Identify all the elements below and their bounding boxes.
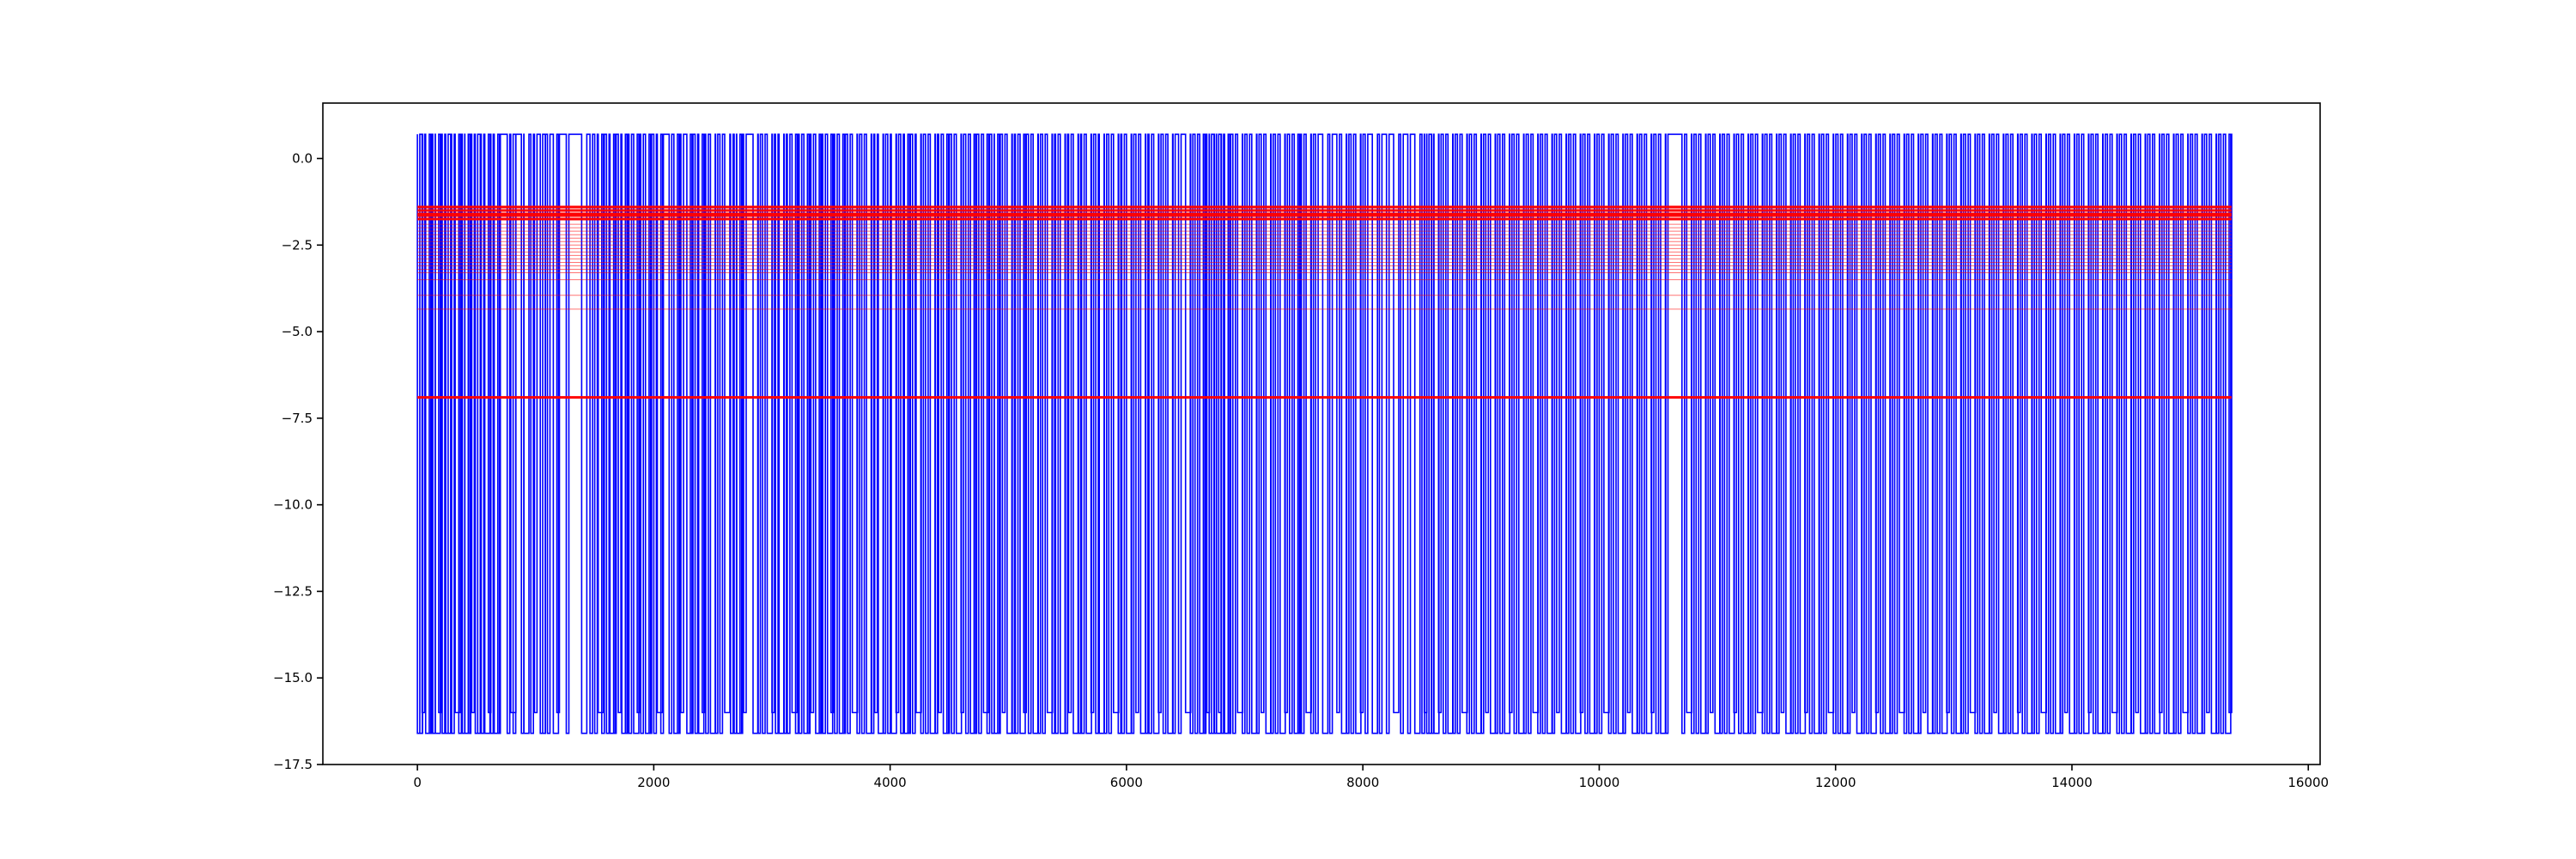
y-tick-label: −12.5 (273, 583, 313, 599)
y-tick-label: −17.5 (273, 757, 313, 772)
x-tick-label: 6000 (1110, 775, 1143, 790)
y-tick-label: −7.5 (282, 411, 313, 426)
x-tick-label: 12000 (1815, 775, 1856, 790)
x-tick-label: 8000 (1346, 775, 1379, 790)
x-tick-label: 14000 (2051, 775, 2093, 790)
signal-series-line (416, 133, 2233, 734)
y-tick-label: −15.0 (273, 670, 313, 685)
y-tick-label: −2.5 (282, 237, 313, 253)
y-tick-label: −5.0 (282, 324, 313, 339)
x-tick-label: 0 (413, 775, 422, 790)
x-tick-label: 16000 (2287, 775, 2329, 790)
y-tick-label: −10.0 (273, 497, 313, 513)
x-tick-label: 2000 (637, 775, 670, 790)
y-tick-label: 0.0 (292, 151, 313, 167)
x-tick-label: 10000 (1579, 775, 1620, 790)
axes-frame (322, 102, 2321, 765)
x-tick-label: 4000 (874, 775, 907, 790)
